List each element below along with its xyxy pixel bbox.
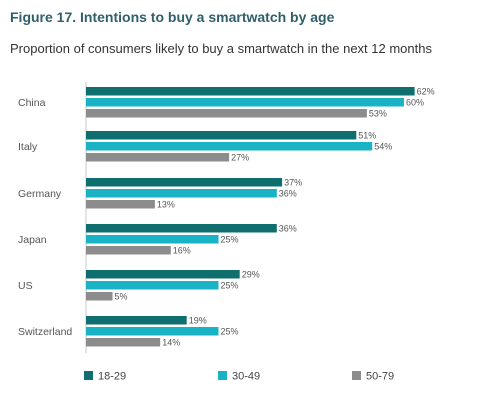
- figure-title: Figure 17. Intentions to buy a smartwatc…: [10, 9, 335, 25]
- value-label: 62%: [417, 86, 435, 96]
- value-label: 51%: [358, 130, 376, 140]
- legend-label: 50-79: [366, 371, 394, 383]
- legend-swatch-50-79: [352, 371, 361, 380]
- category-label: Italy: [18, 141, 38, 153]
- bar-18-29: [86, 87, 415, 96]
- bar-18-29: [86, 131, 357, 140]
- value-label: 19%: [189, 315, 207, 325]
- value-label: 54%: [374, 141, 392, 151]
- category-label: US: [18, 280, 33, 292]
- value-label: 5%: [115, 291, 128, 301]
- bar-50-79: [86, 292, 113, 301]
- category-label: Switzerland: [18, 326, 72, 338]
- bar-30-49: [86, 189, 277, 198]
- value-label: 60%: [406, 97, 424, 107]
- value-label: 37%: [284, 177, 302, 187]
- value-label: 25%: [221, 234, 239, 244]
- value-label: 29%: [242, 269, 260, 279]
- bar-18-29: [86, 270, 240, 279]
- legend-label: 18-29: [98, 371, 126, 383]
- value-label: 36%: [279, 188, 297, 198]
- bar-50-79: [86, 338, 161, 347]
- bar-30-49: [86, 281, 219, 290]
- category-label: Germany: [18, 188, 62, 200]
- value-label: 14%: [162, 337, 180, 347]
- category-label: China: [18, 97, 46, 109]
- value-label: 27%: [231, 152, 249, 162]
- legend-label: 30-49: [232, 371, 260, 383]
- bar-50-79: [86, 246, 171, 255]
- value-label: 25%: [221, 280, 239, 290]
- value-label: 25%: [221, 326, 239, 336]
- bar-18-29: [86, 316, 187, 325]
- bar-50-79: [86, 109, 367, 118]
- value-label: 16%: [173, 245, 191, 255]
- bar-18-29: [86, 224, 277, 233]
- value-label: 13%: [157, 199, 175, 209]
- bar-30-49: [86, 142, 373, 151]
- legend-swatch-18-29: [84, 371, 93, 380]
- value-label: 53%: [369, 108, 387, 118]
- bar-50-79: [86, 200, 155, 209]
- value-label: 36%: [279, 223, 297, 233]
- bar-18-29: [86, 178, 283, 187]
- category-label: Japan: [18, 234, 47, 246]
- bar-50-79: [86, 153, 230, 162]
- bar-30-49: [86, 327, 219, 336]
- figure-subtitle: Proportion of consumers likely to buy a …: [10, 41, 432, 56]
- bar-30-49: [86, 98, 404, 107]
- legend-swatch-30-49: [218, 371, 227, 380]
- bar-30-49: [86, 235, 219, 244]
